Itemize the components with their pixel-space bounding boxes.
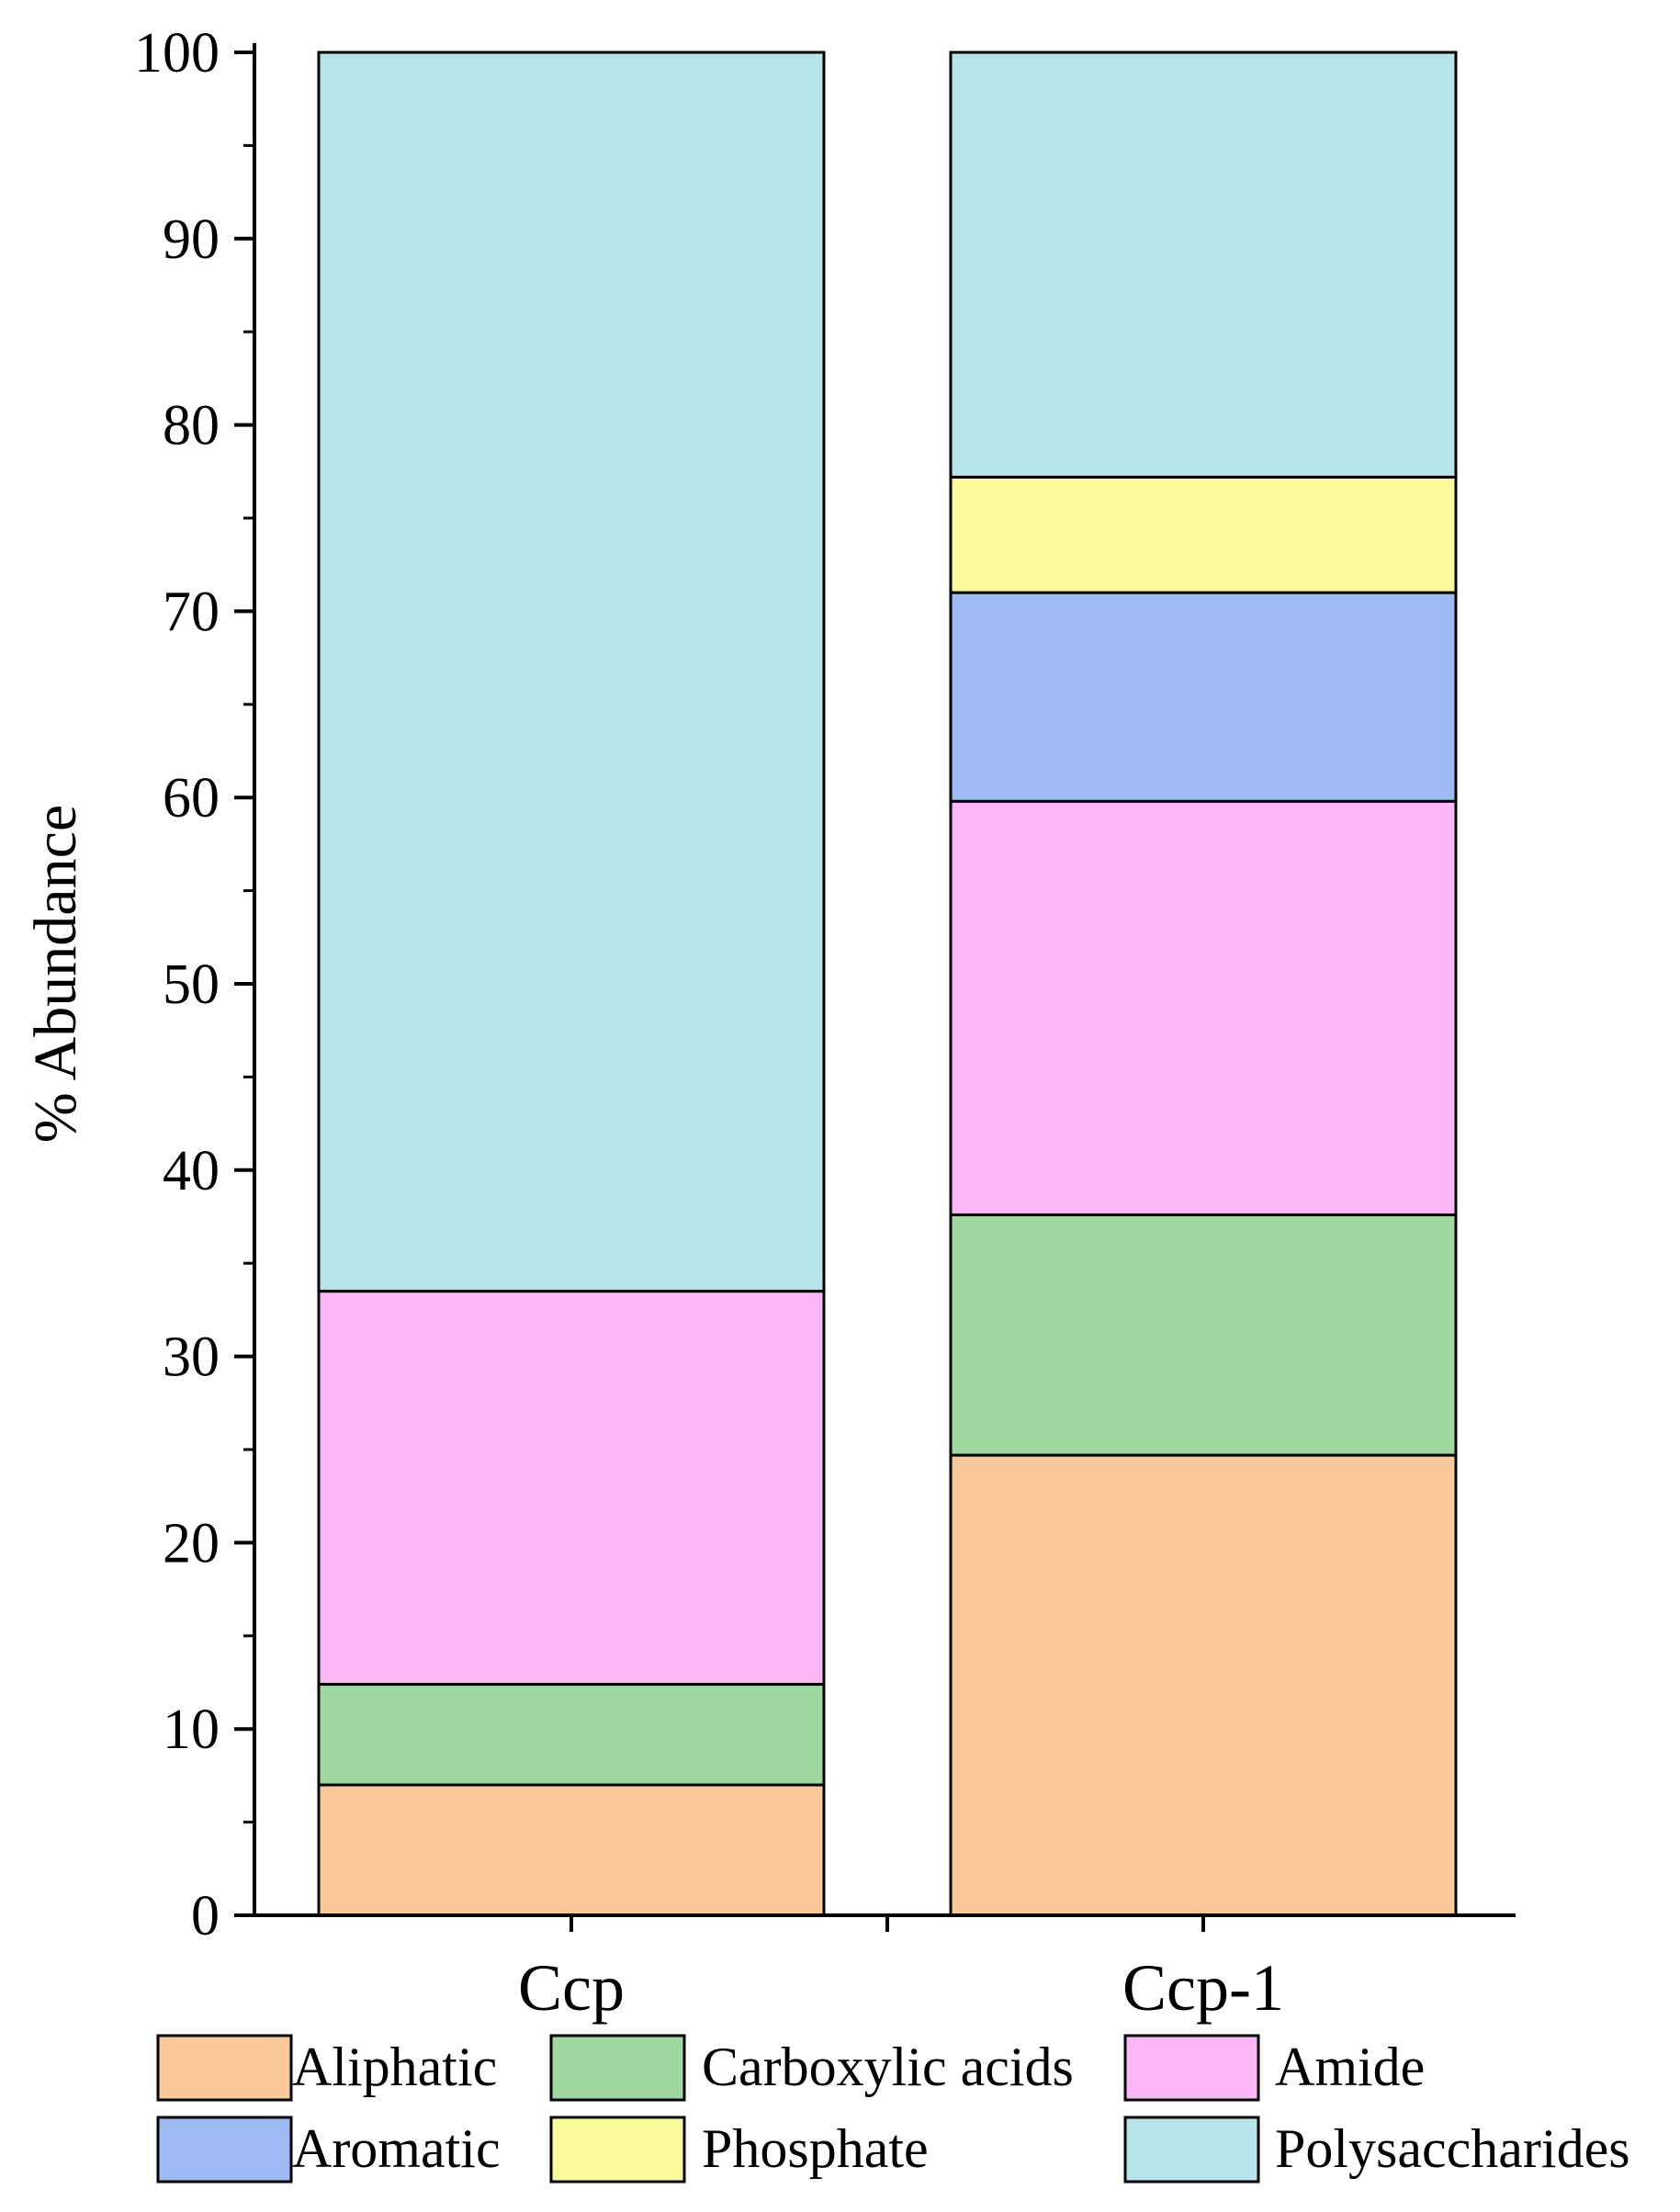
- y-tick-label: 60: [163, 767, 220, 830]
- legend-swatch-carboxylic-acids: [549, 2034, 686, 2102]
- legend-swatch-polysaccharides: [1123, 2116, 1260, 2184]
- y-tick-label: 10: [163, 1698, 220, 1761]
- legend-label-aliphatic: Aliphatic: [292, 2037, 497, 2097]
- bars-group: [317, 51, 1458, 1917]
- bar-segment-ccp-1-aromatic: [949, 591, 1458, 803]
- legend-label-amide: Amide: [1275, 2037, 1425, 2097]
- y-tick-label: 30: [163, 1326, 220, 1389]
- legend-label-carboxylic-acids: Carboxylic acids: [702, 2037, 1074, 2097]
- legend-swatch-phosphate: [549, 2116, 686, 2184]
- y-tick-label: 50: [163, 954, 220, 1016]
- y-tick-label: 20: [163, 1512, 220, 1574]
- bar-segment-ccp-polysaccharides: [317, 51, 826, 1293]
- bar-segment-ccp-1-polysaccharides: [949, 51, 1458, 479]
- bar-segment-ccp-amide: [317, 1290, 826, 1687]
- legend: Aliphatic Carboxylic acids Amide Aromatic Ph…: [156, 2034, 1630, 2184]
- bar-segment-ccp-aliphatic: [317, 1783, 826, 1917]
- legend-swatch-aliphatic: [156, 2034, 293, 2102]
- y-tick-label: 40: [163, 1140, 220, 1202]
- bar-segment-ccp-1-carboxylic-acids: [949, 1213, 1458, 1457]
- y-tick-label: 80: [163, 395, 220, 457]
- y-tick-label: 70: [163, 581, 220, 643]
- legend-label-phosphate: Phosphate: [702, 2118, 929, 2179]
- y-tick-label: 100: [134, 22, 220, 85]
- bar-segment-ccp-1-aliphatic: [949, 1453, 1458, 1917]
- bar-segment-ccp-1-phosphate: [949, 475, 1458, 594]
- legend-label-aromatic: Aromatic: [292, 2118, 501, 2179]
- legend-label-polysaccharides: Polysaccharides: [1275, 2118, 1630, 2179]
- y-tick-label: 90: [163, 209, 220, 271]
- legend-swatch-aromatic: [156, 2116, 293, 2184]
- y-tick-label: 0: [191, 1885, 220, 1947]
- axes-group: 0 10 20 30 40 50 60 70 80 90 100 Ccp Ccp-1: [134, 22, 1516, 2025]
- y-axis-title: % Abundance: [22, 805, 89, 1143]
- legend-swatch-amide: [1123, 2034, 1260, 2102]
- x-category-label: Ccp: [518, 1951, 625, 2025]
- x-category-label: Ccp-1: [1122, 1951, 1284, 2025]
- bar-segment-ccp-carboxylic-acids: [317, 1683, 826, 1787]
- bar-segment-ccp-1-amide: [949, 799, 1458, 1216]
